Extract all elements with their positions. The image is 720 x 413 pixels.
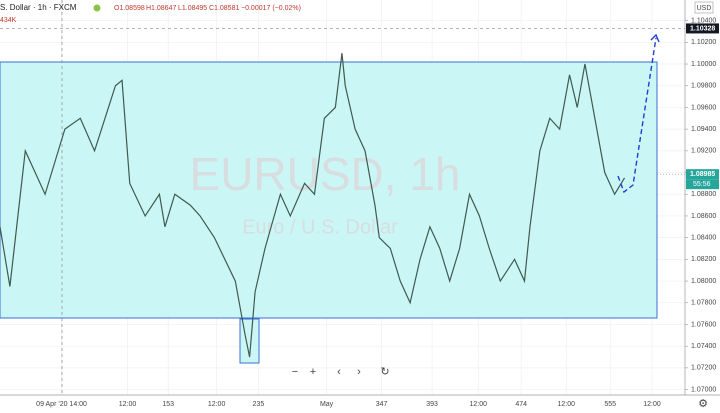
y-tick-label: 1.07000 (691, 386, 716, 393)
ohlc-close: C1.08581 (209, 5, 239, 12)
y-tick-label: 1.08000 (691, 278, 716, 285)
y-tick-label: 1.07800 (691, 300, 716, 307)
watermark-sub: Euro / U.S. Dollar (242, 216, 398, 238)
x-tick-label: 347 (376, 401, 388, 408)
projection-arrow (617, 37, 657, 194)
x-tick-label: 12:00 (208, 401, 226, 408)
x-tick-label: 235 (253, 401, 265, 408)
y-tick-label: 1.09800 (691, 83, 716, 90)
y-tick-label: 1.08800 (691, 191, 716, 198)
ohlc-high: H1.08647 (146, 5, 176, 12)
reset[interactable]: ↻ (380, 366, 389, 378)
y-tick-label: 1.10200 (691, 39, 716, 46)
price-marker-box (686, 169, 719, 180)
y-tick-label: 1.10000 (691, 61, 716, 68)
x-tick-label: 12:00 (119, 401, 137, 408)
y-tick-label: 1.08600 (691, 213, 716, 220)
currency: USD (697, 5, 712, 12)
watermark: EURUSD, 1h (190, 148, 461, 200)
countdown-box (686, 179, 719, 190)
price-marker-label: 1.10328 (690, 25, 715, 32)
ohlc-low: L1.08495 (178, 5, 207, 12)
x-tick-label: 12:00 (557, 401, 575, 408)
y-tick-label: 1.08200 (691, 256, 716, 263)
zoom-out[interactable]: − (292, 366, 298, 378)
arrow-head (650, 33, 660, 43)
x-tick-label: 153 (162, 401, 174, 408)
y-tick-label: 1.10400 (691, 17, 716, 24)
symbol: S. Dollar · 1h · FXCM (0, 3, 77, 12)
x-tick-label: 555 (604, 401, 616, 408)
y-tick-label: 1.09400 (691, 126, 716, 133)
settings[interactable]: ⚙ (698, 398, 708, 410)
plot (0, 53, 626, 358)
x-tick-label: 12:00 (643, 401, 661, 408)
countdown: 55:56 (693, 181, 711, 188)
x-tick-label: 12:00 (470, 401, 488, 408)
y-tick-label: 1.08400 (691, 234, 716, 241)
y-tick-label: 1.07400 (691, 343, 716, 350)
scroll-left[interactable]: ‹ (337, 366, 341, 378)
y-tick-label: 1.07200 (691, 365, 716, 372)
ohlc-change: −0.00017 (−0.02%) (241, 5, 301, 12)
currency-box (694, 1, 714, 14)
y-tick-label: 1.09600 (691, 104, 716, 111)
x-tick-label: 09 Apr '20 14:00 (36, 401, 87, 408)
axes: 1.10400 1.10200 1.10000 1.09800 1.09600 1.094… (36, 17, 719, 408)
price-line (0, 53, 626, 358)
price-axis (685, 0, 720, 413)
zoom-in[interactable]: + (310, 366, 316, 378)
y-tick-label: 1.07600 (691, 321, 716, 328)
x-tick-label: 474 (515, 401, 527, 408)
ohlc-open: O1.08598 (114, 5, 145, 12)
scroll-right[interactable]: › (357, 366, 361, 378)
y-tick-label: 1.09200 (691, 148, 716, 155)
toolbar: − + ‹ › ↻ (292, 366, 390, 378)
status-dot (93, 4, 101, 12)
x-tick-label: May (320, 401, 334, 408)
price-marker-label: 1.08985 (690, 171, 715, 178)
price-marker-box (686, 23, 719, 34)
x-tick-label: 393 (426, 401, 438, 408)
volume-label: 434K (0, 17, 17, 24)
